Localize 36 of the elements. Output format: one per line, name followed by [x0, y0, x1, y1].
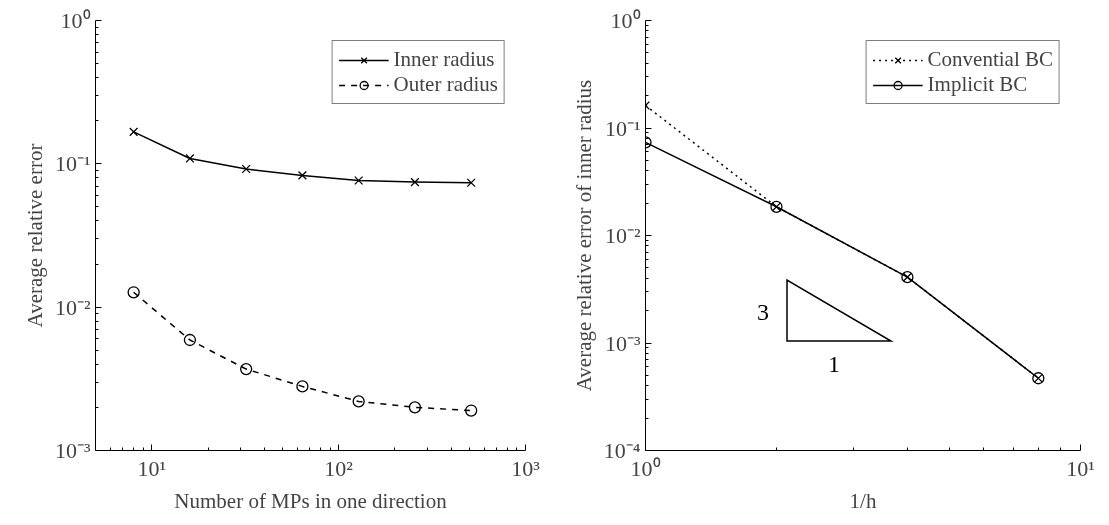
x-axis-title: 1/h — [849, 488, 877, 513]
legend-label: Outer radius — [393, 72, 498, 97]
y-tick-label: 10⁻¹ — [54, 151, 91, 177]
point — [185, 153, 195, 164]
point — [127, 286, 140, 299]
y-tick-label: 10⁻³ — [54, 438, 91, 463]
point — [240, 362, 253, 376]
point — [241, 164, 251, 174]
y-tick-label: 10⁻² — [604, 223, 641, 248]
y-axis-title: Average relative error — [22, 143, 47, 328]
point — [408, 401, 422, 414]
x-tick-label: 10¹ — [137, 455, 167, 481]
point — [410, 177, 420, 187]
y-tick-label: 10⁻² — [54, 294, 91, 320]
legend-label: Inner radius — [393, 47, 495, 72]
y-tick-label: 10⁻³ — [604, 330, 641, 356]
point — [129, 127, 139, 137]
annotation: 1 — [828, 350, 840, 378]
point — [466, 178, 476, 188]
legend-label: Convential BC — [927, 47, 1053, 72]
y-axis-title: Average relative error of inner radius — [571, 79, 596, 392]
point — [296, 380, 309, 393]
point — [297, 170, 307, 180]
y-tick-label: 10⁰ — [60, 8, 91, 33]
legend-label: Implicit BC — [927, 72, 1028, 97]
y-tick-label: 10⁰ — [610, 8, 641, 33]
point — [352, 395, 365, 408]
x-tick-label: 10² — [324, 455, 354, 481]
point — [354, 175, 364, 186]
point — [465, 404, 478, 417]
x-tick-label: 10³ — [511, 455, 541, 481]
x-tick-label: 10¹ — [1066, 455, 1095, 481]
point — [183, 333, 197, 347]
annotation: 3 — [757, 298, 769, 326]
y-tick-label: 10⁻¹ — [604, 115, 641, 141]
x-axis-title: Number of MPs in one direction — [174, 488, 448, 513]
